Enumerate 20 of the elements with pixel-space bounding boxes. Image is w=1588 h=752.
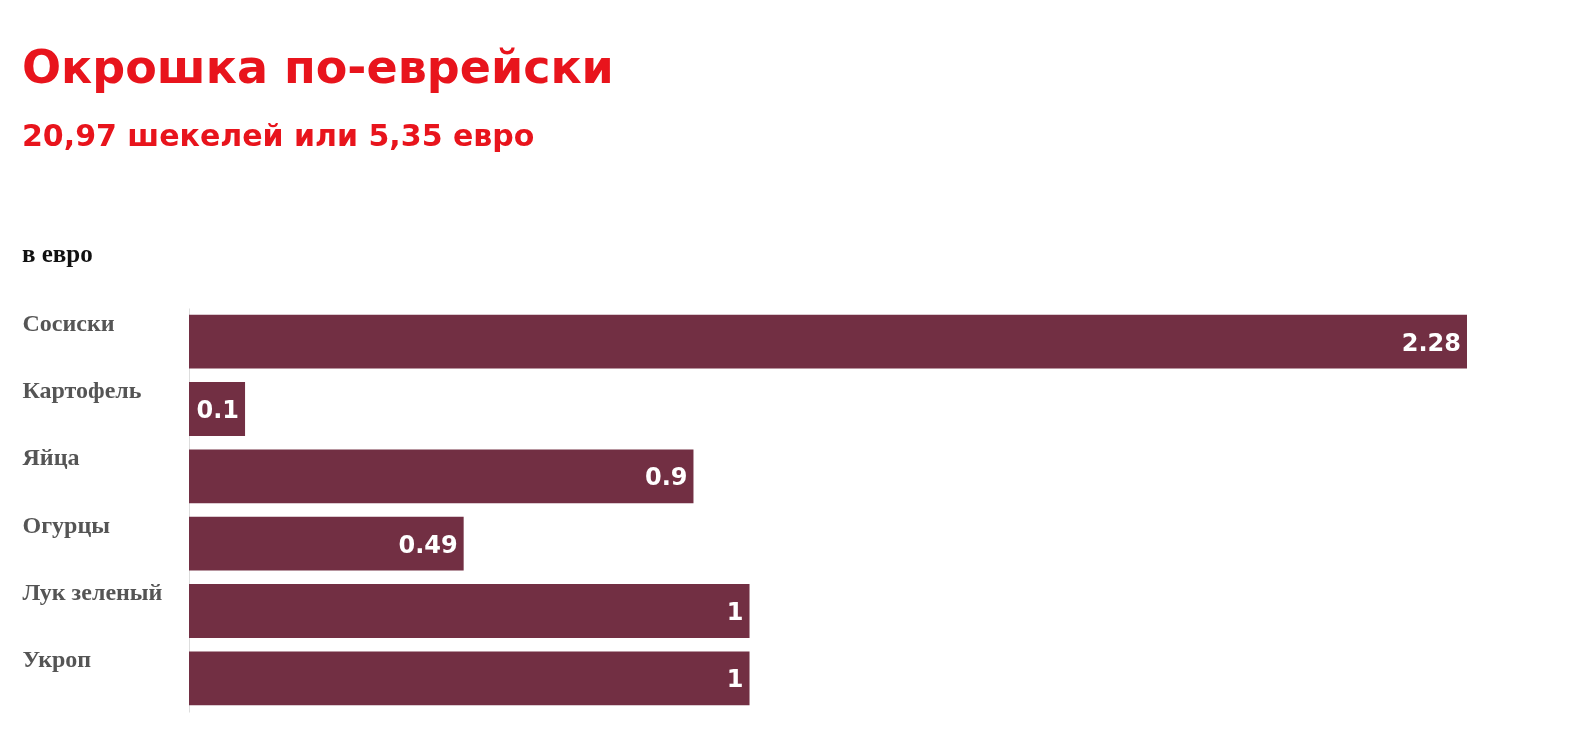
chart-title: Окрошка по-еврейски xyxy=(22,40,614,94)
text: в евро xyxy=(22,240,93,268)
bar xyxy=(189,651,750,706)
bar xyxy=(189,516,464,571)
data-label: 0.9 xyxy=(644,463,688,492)
y-tick-label: Огурцы xyxy=(22,511,111,538)
bar xyxy=(189,449,694,504)
data-label: 1 xyxy=(726,665,744,694)
bar xyxy=(189,584,750,638)
y-tick-label: Яйца xyxy=(22,444,80,471)
bar xyxy=(189,314,1467,369)
data-label: 2.28 xyxy=(1401,328,1461,357)
data-label: 1 xyxy=(726,598,744,626)
y-tick-label: Сосиски xyxy=(22,309,115,336)
y-tick-label: Укроп xyxy=(22,646,92,673)
data-label: 0.49 xyxy=(398,530,458,559)
y-tick-label: Картофель xyxy=(22,377,142,403)
data-label: 0.1 xyxy=(196,396,240,424)
chart-subtitle: 20,97 шекелей или 5,35 евро xyxy=(22,118,535,153)
y-tick-label: Лук зеленый xyxy=(22,579,163,605)
